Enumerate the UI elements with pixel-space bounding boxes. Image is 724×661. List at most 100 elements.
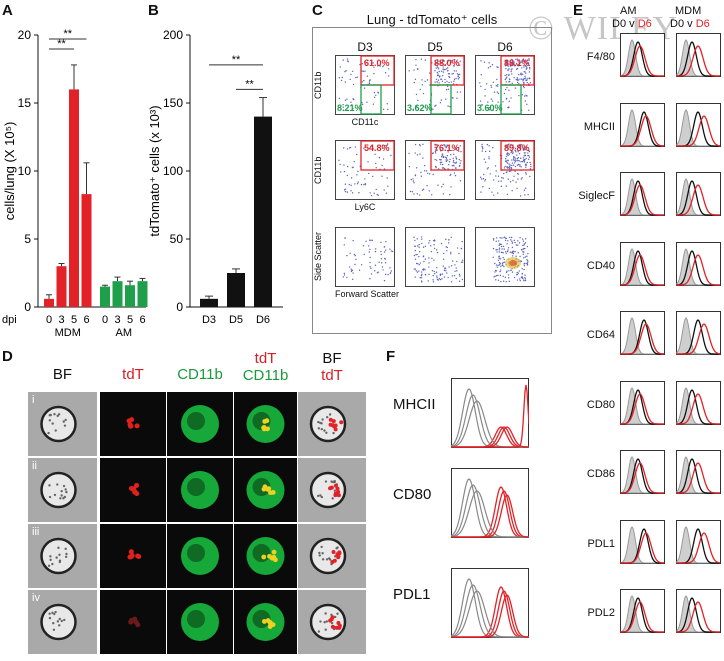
d6-curve	[676, 531, 721, 564]
event-dot	[516, 63, 518, 66]
event-dot	[350, 73, 352, 76]
event-dot	[361, 81, 364, 83]
x-tick-label: 0	[102, 314, 108, 326]
flow-plot	[475, 227, 535, 287]
event-dot	[340, 171, 342, 173]
event-dot	[498, 244, 500, 247]
event-dot	[491, 64, 494, 66]
plot-frame	[405, 227, 465, 287]
event-dot	[450, 253, 452, 255]
bar-d5	[227, 273, 245, 307]
event-dot	[461, 259, 464, 261]
event-dot	[391, 250, 394, 253]
event-dot	[526, 62, 528, 65]
event-dot	[370, 239, 372, 242]
cell-granule	[317, 420, 320, 424]
event-dot	[381, 175, 383, 177]
event-dot	[438, 82, 440, 84]
event-dot	[479, 82, 481, 84]
cell-image	[40, 537, 77, 575]
cell-granule	[58, 553, 61, 557]
event-dot	[374, 153, 376, 156]
cd11b-dark	[252, 544, 271, 562]
event-dot	[384, 273, 387, 276]
event-dot	[524, 279, 527, 282]
tdt-signal	[128, 619, 134, 625]
event-dot	[516, 271, 518, 274]
day-label: D3	[357, 40, 373, 54]
event-dot	[489, 173, 491, 175]
red-overlay	[333, 493, 338, 498]
event-dot	[342, 104, 344, 106]
merge-signal	[261, 554, 267, 560]
event-dot	[341, 76, 344, 79]
event-dot	[528, 64, 531, 67]
event-dot	[523, 83, 525, 85]
event-dot	[497, 279, 500, 282]
e-col-title-am: AM	[620, 5, 637, 17]
event-dot	[381, 164, 383, 167]
cell-image	[40, 471, 77, 509]
event-dot	[442, 74, 444, 77]
event-dot	[497, 84, 499, 86]
event-dot	[505, 185, 507, 187]
event-dot	[524, 247, 526, 250]
event-dot	[480, 178, 483, 180]
event-dot	[375, 167, 377, 169]
e-histogram	[620, 450, 665, 494]
event-dot	[444, 146, 446, 148]
x-prefix-label: dpi	[2, 314, 17, 326]
f-marker-label: CD80	[393, 486, 432, 503]
event-dot	[500, 185, 503, 188]
event-dot	[521, 73, 524, 75]
event-dot	[526, 67, 528, 69]
event-dot	[517, 252, 519, 254]
event-dot	[511, 246, 514, 249]
event-dot	[422, 143, 424, 146]
event-dot	[420, 58, 423, 60]
cell-granule	[49, 555, 52, 558]
significance-mark: **	[232, 54, 241, 66]
event-dot	[506, 76, 508, 78]
event-dot	[453, 274, 456, 277]
red-overlay	[339, 420, 344, 425]
cell-granule	[317, 427, 321, 430]
event-dot	[516, 187, 518, 190]
day-label: D5	[427, 40, 443, 54]
cell-granule	[320, 495, 324, 499]
d6-curve	[620, 462, 664, 494]
event-dot	[492, 239, 495, 241]
event-dot	[357, 170, 359, 173]
event-dot	[519, 165, 521, 167]
event-dot	[511, 59, 514, 62]
event-dot	[521, 67, 523, 69]
event-dot	[516, 159, 519, 161]
event-dot	[350, 177, 353, 179]
event-dot	[518, 145, 521, 147]
merge-signal	[272, 557, 278, 563]
event-dot	[480, 74, 482, 76]
bar-am-5	[125, 285, 135, 307]
event-dot	[422, 92, 425, 95]
event-dot	[454, 174, 457, 177]
d-image-green	[167, 590, 233, 654]
event-dot	[511, 63, 513, 65]
event-dot	[428, 273, 430, 276]
event-dot	[526, 81, 528, 84]
event-dot	[350, 270, 353, 273]
event-dot	[353, 253, 356, 256]
event-dot	[434, 240, 436, 242]
event-dot	[444, 64, 446, 67]
tdt-signal	[128, 423, 134, 429]
d-image-merge	[234, 392, 297, 456]
bar-mdm-6	[81, 194, 92, 307]
event-dot	[507, 69, 509, 72]
event-dot	[508, 163, 510, 165]
event-dot	[512, 63, 515, 66]
event-dot	[484, 95, 486, 97]
event-dot	[515, 151, 517, 153]
event-dot	[482, 148, 484, 150]
event-dot	[369, 248, 371, 251]
event-dot	[447, 276, 449, 279]
y-tick-label: 0	[24, 300, 31, 314]
